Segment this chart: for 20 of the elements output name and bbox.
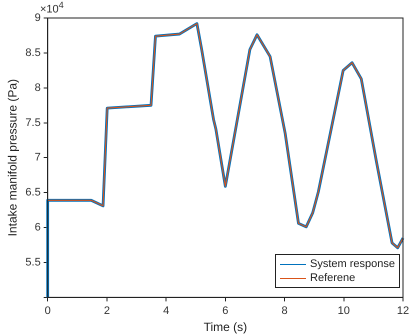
y-tick-label: 7 — [34, 152, 41, 164]
y-tick-label: 9 — [34, 12, 41, 24]
legend-label: Referene — [310, 271, 356, 285]
y-tick-label: 6 — [34, 222, 41, 234]
y-axis-title: Intake manifold pressure (Pa) — [6, 78, 20, 236]
x-tick-label: 10 — [338, 305, 350, 318]
text: ×10$^{4}$ — [40, 0, 64, 16]
y-tick-label: 8.5 — [25, 46, 41, 59]
y-tick-label: 6.5 — [25, 186, 41, 199]
x-tick-label: 4 — [163, 305, 170, 318]
y-tick-label: 8 — [34, 82, 41, 94]
x-tick-label: 12 — [396, 305, 410, 318]
x-tick-label: 8 — [282, 305, 288, 318]
x-axis-title: Time (s) — [204, 320, 248, 334]
y-tick-label: 5.5 — [25, 256, 41, 269]
x-tick-label: 0 — [44, 305, 51, 318]
x-tick-label: 6 — [222, 305, 228, 318]
legend-label: System response — [310, 257, 395, 271]
y-tick-label: 7.5 — [25, 116, 41, 129]
x-tick-label: 2 — [104, 305, 110, 318]
